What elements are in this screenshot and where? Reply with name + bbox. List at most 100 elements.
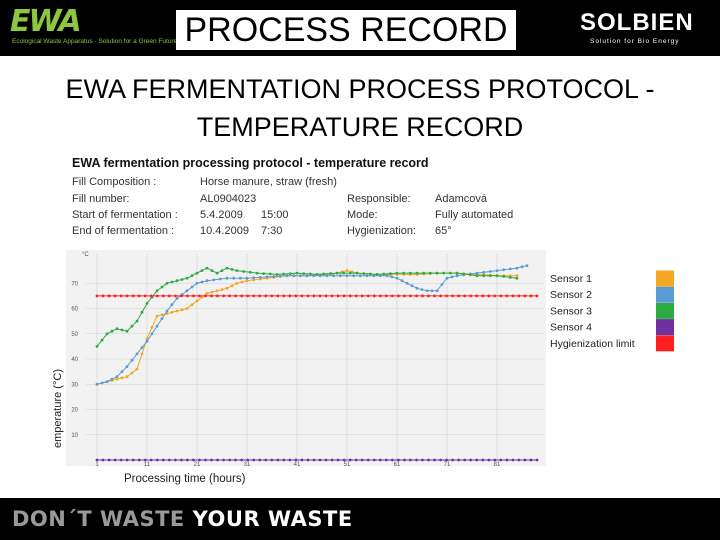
- data-point-sensor-3: [395, 271, 399, 275]
- data-point-sensor-4: [421, 458, 424, 462]
- data-point-sensor-3: [110, 329, 114, 333]
- data-point-sensor-4: [119, 458, 123, 462]
- chart-grid: [86, 254, 544, 462]
- data-point-hygienization-limit: [366, 294, 370, 298]
- x-axis-label: Processing time (hours): [124, 473, 246, 485]
- data-point-sensor-2: [212, 278, 216, 282]
- data-point-hygienization-limit: [228, 294, 232, 298]
- data-point-hygienization-limit: [439, 294, 442, 298]
- data-point-sensor-2: [352, 274, 356, 278]
- data-point-sensor-2: [110, 377, 114, 381]
- data-point-sensor-1: [185, 307, 189, 310]
- slide-subtitle: EWA FERMENTATION PROCESS PROTOCOL - TEMP…: [40, 70, 680, 146]
- data-point-sensor-2: [525, 264, 529, 267]
- data-point-sensor-4: [433, 458, 436, 462]
- data-point-hygienization-limit: [143, 294, 147, 298]
- data-point-hygienization-limit: [155, 294, 159, 298]
- data-point-sensor-2: [205, 279, 209, 283]
- data-point-sensor-2: [195, 281, 199, 285]
- data-point-sensor-3: [200, 269, 204, 272]
- start-time: 15:00: [261, 209, 289, 221]
- data-point-sensor-1: [210, 290, 214, 294]
- data-point-sensor-4: [222, 458, 226, 462]
- data-point-sensor-4: [101, 458, 105, 462]
- data-point-sensor-1: [515, 274, 519, 278]
- data-point-sensor-3: [155, 289, 159, 293]
- data-point-sensor-4: [282, 458, 286, 462]
- slogan: DON´T WASTE YOUR WASTE: [12, 504, 353, 534]
- protocol-title: EWA fermentation processing protocol - t…: [72, 156, 429, 170]
- data-point-hygienization-limit: [499, 294, 503, 298]
- data-point-sensor-3: [230, 268, 234, 271]
- data-point-sensor-1: [125, 375, 129, 379]
- data-point-hygienization-limit: [240, 294, 244, 298]
- mode-value: Fully automated: [435, 209, 514, 221]
- data-point-sensor-4: [113, 458, 117, 462]
- data-point-hygienization-limit: [403, 294, 406, 298]
- data-point-sensor-3: [282, 272, 286, 276]
- data-point-sensor-1: [115, 377, 119, 381]
- data-point-sensor-2: [292, 274, 296, 278]
- data-point-sensor-3: [185, 276, 189, 280]
- data-point-sensor-1: [345, 269, 349, 272]
- data-point-sensor-4: [125, 458, 129, 462]
- data-point-sensor-2: [508, 267, 512, 271]
- x-tick-label: 21: [194, 462, 201, 468]
- data-point-sensor-2: [440, 283, 444, 286]
- data-point-sensor-2: [345, 274, 349, 278]
- data-point-sensor-4: [439, 458, 442, 462]
- data-point-hygienization-limit: [125, 294, 129, 298]
- data-point-sensor-3: [402, 271, 406, 275]
- data-point-sensor-4: [270, 458, 274, 462]
- data-point-sensor-4: [143, 458, 147, 462]
- data-point-sensor-3: [275, 273, 279, 276]
- data-point-sensor-2: [305, 274, 309, 278]
- ewa-logo: EWA Ecological Waste Apparatus · Solutio…: [10, 6, 177, 52]
- data-point-sensor-4: [499, 458, 503, 462]
- data-point-sensor-2: [405, 281, 409, 285]
- hygienization-label: Hygienization:: [347, 225, 417, 237]
- data-point-sensor-3: [368, 272, 372, 276]
- end-label: End of fermentation :: [72, 225, 175, 237]
- data-point-sensor-1: [150, 326, 154, 329]
- data-point-sensor-3: [115, 327, 119, 331]
- data-point-hygienization-limit: [529, 294, 533, 298]
- legend-label: Sensor 4: [550, 322, 592, 334]
- data-point-sensor-4: [312, 458, 316, 462]
- x-tick-label: 71: [444, 462, 451, 468]
- data-point-hygienization-limit: [517, 294, 521, 298]
- data-point-sensor-4: [403, 458, 406, 462]
- data-point-sensor-2: [378, 274, 382, 278]
- data-point-hygienization-limit: [463, 294, 467, 298]
- data-point-sensor-4: [535, 458, 539, 462]
- data-point-sensor-4: [481, 458, 485, 462]
- data-point-sensor-2: [265, 275, 269, 279]
- data-point-sensor-4: [348, 458, 352, 462]
- data-point-sensor-4: [384, 458, 388, 462]
- data-point-sensor-2: [325, 274, 329, 278]
- data-point-hygienization-limit: [137, 294, 141, 298]
- data-point-sensor-2: [520, 265, 524, 269]
- slide-title: PROCESS RECORD: [176, 10, 516, 50]
- data-point-sensor-3: [210, 269, 214, 272]
- data-point-hygienization-limit: [186, 294, 189, 298]
- chart-legend: Sensor 1 Sensor 2 Sensor 3 Sensor 4 Hygieniz…: [550, 270, 674, 352]
- data-point-sensor-3: [205, 266, 209, 270]
- data-point-sensor-4: [451, 458, 454, 462]
- x-tick-label: 61: [394, 462, 401, 468]
- data-point-sensor-4: [493, 458, 497, 462]
- data-point-hygienization-limit: [372, 294, 376, 298]
- data-point-sensor-2: [105, 380, 109, 384]
- data-point-hygienization-limit: [198, 294, 201, 298]
- legend-swatch: [656, 302, 674, 319]
- data-point-sensor-3: [315, 273, 319, 276]
- data-point-sensor-3: [220, 269, 224, 272]
- data-point-sensor-1: [135, 367, 139, 371]
- data-point-sensor-2: [285, 274, 289, 278]
- data-point-sensor-3: [302, 272, 306, 275]
- data-point-sensor-3: [388, 272, 392, 275]
- data-point-sensor-3: [515, 276, 519, 280]
- data-point-sensor-3: [342, 271, 346, 275]
- data-point-sensor-3: [248, 270, 252, 274]
- data-point-hygienization-limit: [174, 294, 177, 298]
